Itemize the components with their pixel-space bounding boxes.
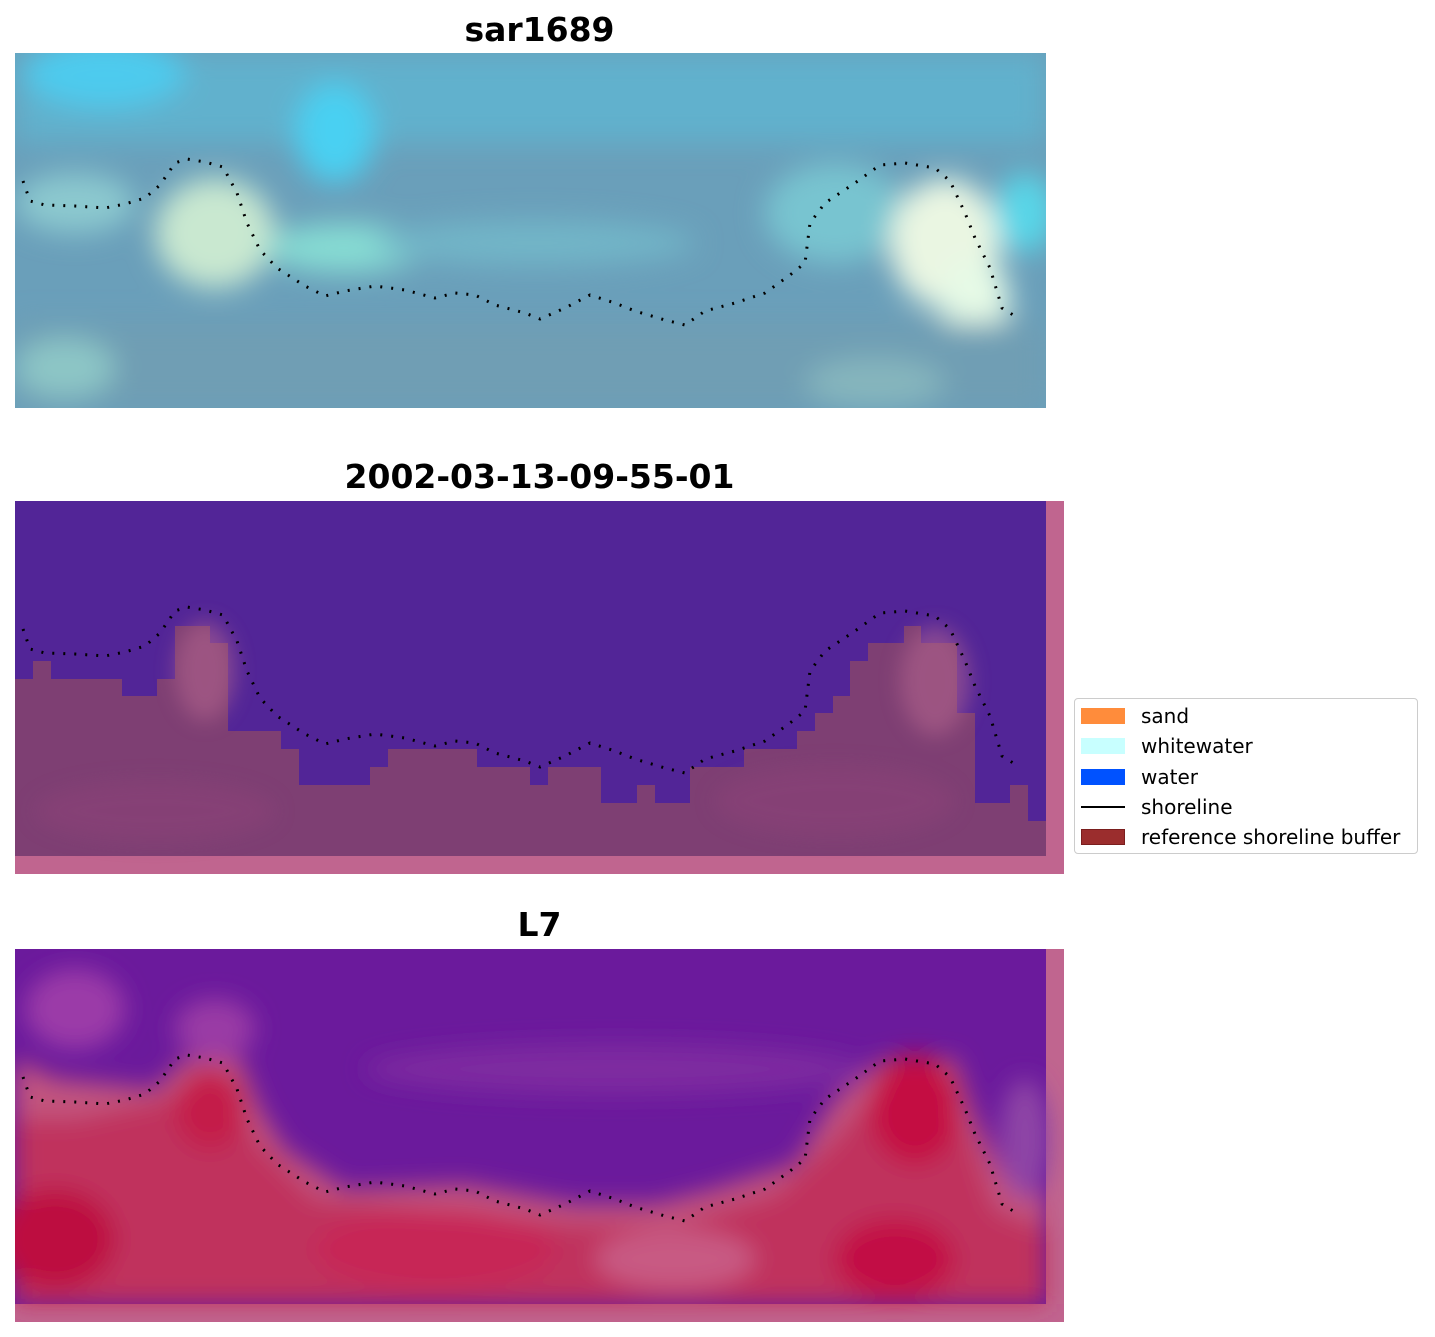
- buffer-swatch: [1081, 829, 1125, 845]
- water-swatch: [1081, 769, 1125, 785]
- whitewater-swatch: [1081, 738, 1125, 754]
- legend-item-whitewater: whitewater: [1081, 734, 1253, 758]
- legend-item-water: water: [1081, 765, 1198, 789]
- legend-label: shoreline: [1141, 795, 1233, 819]
- legend-label: whitewater: [1141, 734, 1253, 758]
- sand-swatch: [1081, 708, 1125, 724]
- legend: sand whitewater water shoreline referenc…: [1074, 698, 1418, 854]
- legend-label: water: [1141, 765, 1198, 789]
- legend-label: sand: [1141, 704, 1190, 728]
- panel-title-3: L7: [517, 905, 562, 944]
- spectral-index-image: [15, 949, 1064, 1322]
- legend-item-shoreline: shoreline: [1081, 795, 1233, 819]
- satellite-rgb-image: [15, 53, 1046, 408]
- legend-item-sand: sand: [1081, 704, 1190, 728]
- legend-label: reference shoreline buffer: [1141, 825, 1401, 849]
- legend-item-reference-shoreline-buffer: reference shoreline buffer: [1081, 825, 1401, 849]
- shoreline-line-icon: [1081, 806, 1125, 808]
- classification-image: [15, 501, 1064, 874]
- panel-title-2: 2002-03-13-09-55-01: [344, 457, 735, 496]
- panel-title-1: sar1689: [464, 10, 615, 49]
